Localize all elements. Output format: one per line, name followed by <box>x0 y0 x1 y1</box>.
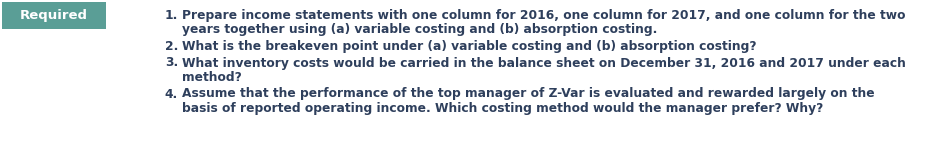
FancyBboxPatch shape <box>2 2 106 29</box>
Text: Required: Required <box>20 9 88 22</box>
Text: What is the breakeven point under (a) variable costing and (b) absorption costin: What is the breakeven point under (a) va… <box>182 40 756 53</box>
Text: Prepare income statements with one column for 2016, one column for 2017, and one: Prepare income statements with one colum… <box>182 9 905 22</box>
Text: 1.: 1. <box>164 9 178 22</box>
Text: 2.: 2. <box>164 40 178 53</box>
Text: 3.: 3. <box>165 57 178 69</box>
Text: 4.: 4. <box>165 88 178 101</box>
Text: Assume that the performance of the top manager of Z-Var is evaluated and rewarde: Assume that the performance of the top m… <box>182 88 875 101</box>
Text: basis of reported operating income. Which costing method would the manager prefe: basis of reported operating income. Whic… <box>182 102 823 115</box>
Text: years together using (a) variable costing and (b) absorption costing.: years together using (a) variable costin… <box>182 23 657 37</box>
Text: method?: method? <box>182 71 242 84</box>
Text: What inventory costs would be carried in the balance sheet on December 31, 2016 : What inventory costs would be carried in… <box>182 57 906 69</box>
